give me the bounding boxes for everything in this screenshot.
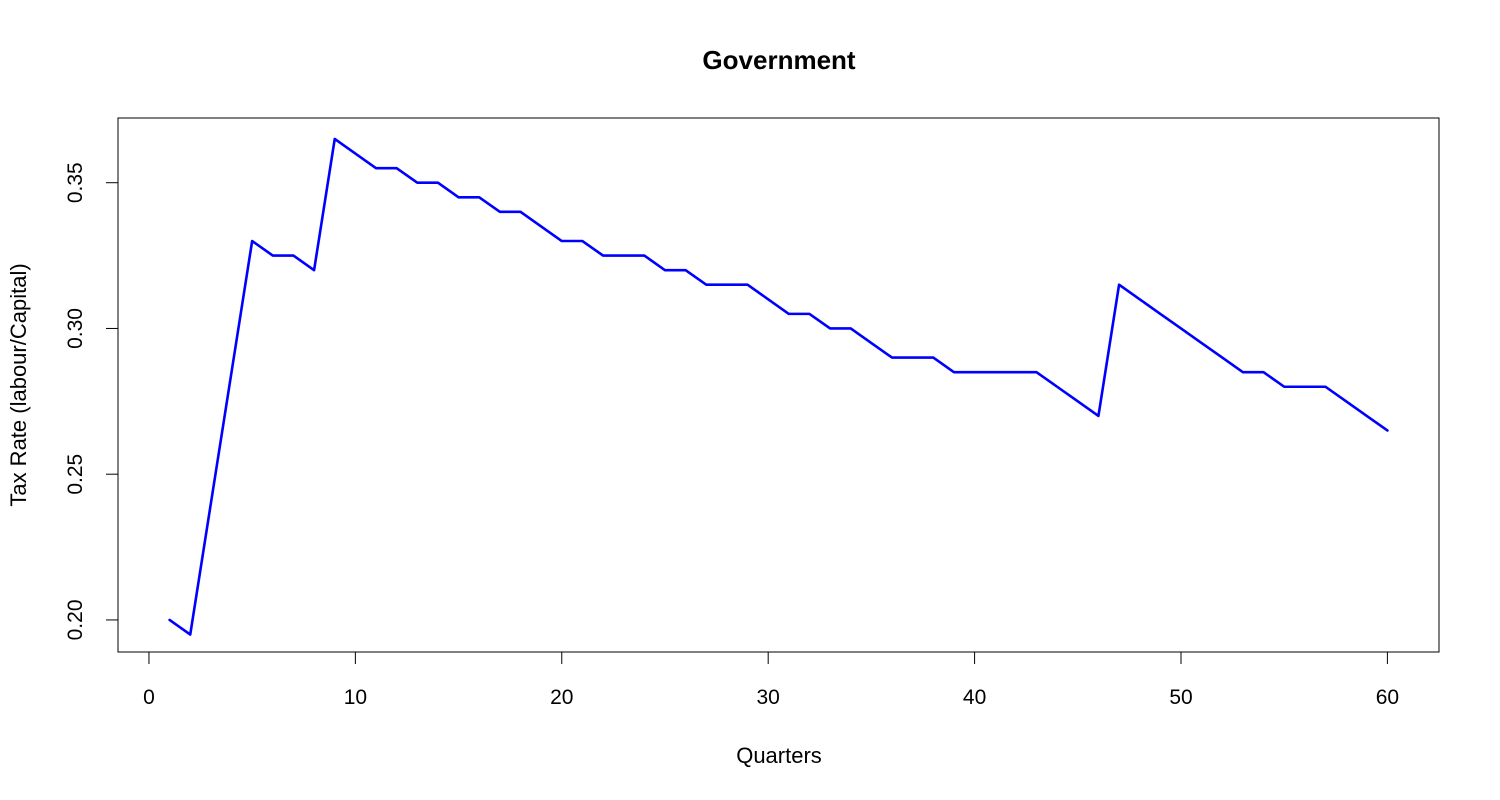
chart-title: Government xyxy=(702,45,855,75)
x-tick-label: 40 xyxy=(963,686,986,709)
x-tick-label: 0 xyxy=(143,686,155,709)
x-axis-label: Quarters xyxy=(736,743,822,768)
x-tick-label: 10 xyxy=(344,686,367,709)
series-layer xyxy=(168,137,1389,636)
x-axis: 0 10 20 30 40 50 60 xyxy=(143,651,1399,709)
plot-frame xyxy=(117,117,1440,653)
y-tick-label: 0.20 xyxy=(64,599,87,640)
x-tick-label: 30 xyxy=(757,686,780,709)
y-axis-label: Tax Rate (labour/Capital) xyxy=(6,263,31,506)
x-tick-label: 60 xyxy=(1376,686,1399,709)
y-axis: 0.20 0.25 0.30 0.35 xyxy=(64,162,119,640)
x-tick-label: 20 xyxy=(550,686,573,709)
y-tick-label: 0.25 xyxy=(64,454,87,495)
y-tick-label: 0.30 xyxy=(64,308,87,349)
series-line xyxy=(168,137,1389,636)
y-tick-label: 0.35 xyxy=(64,162,87,203)
x-tick-label: 50 xyxy=(1169,686,1192,709)
